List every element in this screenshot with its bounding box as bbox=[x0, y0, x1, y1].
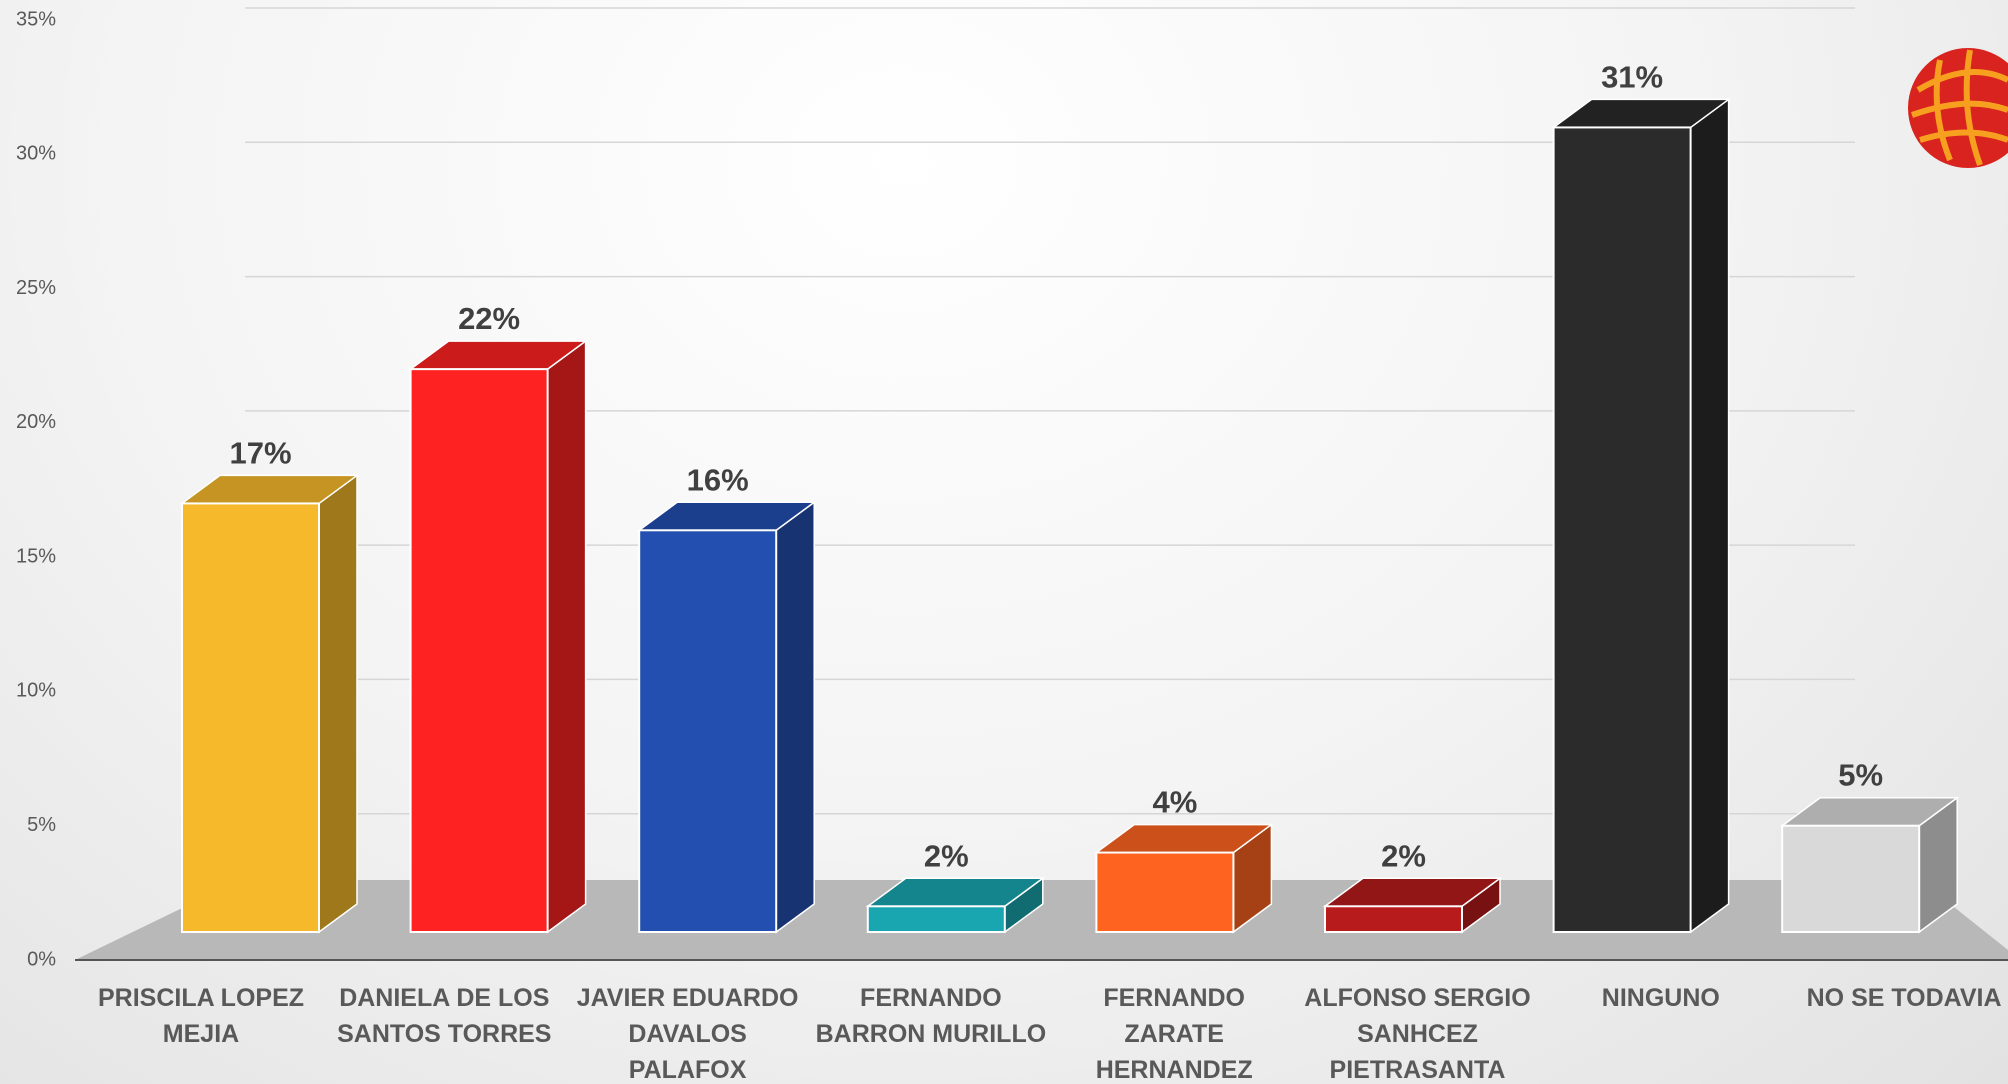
data-label: 17% bbox=[229, 435, 291, 470]
x-tick-label: DANIELA DE LOS SANTOS TORRES bbox=[337, 984, 552, 1048]
x-tick-label: NINGUNO bbox=[1601, 984, 1720, 1012]
y-tick-label: 30% bbox=[16, 143, 56, 165]
data-label: 16% bbox=[687, 462, 749, 497]
bar-side bbox=[546, 339, 587, 934]
data-label: 22% bbox=[458, 301, 520, 336]
x-tick-label: JAVIER EDUARDO DAVALOS PALAFOX bbox=[576, 984, 799, 1084]
y-tick-label: 15% bbox=[16, 545, 56, 567]
bar bbox=[1552, 126, 1692, 933]
x-tick-label: FERNANDO ZARATE HERNANDEZ bbox=[1095, 984, 1253, 1084]
y-tick-label: 20% bbox=[16, 411, 56, 433]
y-tick-label: 10% bbox=[16, 680, 56, 702]
data-label: 2% bbox=[1381, 838, 1426, 873]
logo bbox=[1908, 48, 2008, 168]
data-label: 31% bbox=[1601, 59, 1663, 94]
y-tick-label: 35% bbox=[16, 8, 56, 30]
x-tick-label: FERNANDO BARRON MURILLO bbox=[815, 984, 1047, 1048]
x-tick-label: NO SE TODAVIA bbox=[1806, 984, 2002, 1012]
bar bbox=[1095, 851, 1235, 933]
data-label: 4% bbox=[1152, 785, 1197, 820]
bar bbox=[1781, 824, 1921, 934]
data-label: 5% bbox=[1838, 758, 1883, 793]
bar bbox=[409, 368, 549, 933]
y-tick-label: 5% bbox=[27, 814, 56, 836]
bar-side bbox=[775, 500, 815, 934]
bar bbox=[181, 502, 320, 933]
bar-side bbox=[1689, 97, 1730, 934]
bar-side bbox=[318, 473, 358, 934]
bar bbox=[638, 529, 778, 933]
bar bbox=[866, 905, 1006, 933]
y-tick-label: 25% bbox=[16, 277, 56, 299]
x-tick-label: ALFONSO SERGIO SANHCEZ PIETRASANTA bbox=[1304, 984, 1531, 1084]
bar bbox=[1324, 905, 1463, 933]
y-tick-label: 0% bbox=[27, 948, 56, 970]
data-label: 2% bbox=[924, 838, 969, 873]
x-tick-label: PRISCILA LOPEZ MEJIA bbox=[97, 984, 305, 1048]
